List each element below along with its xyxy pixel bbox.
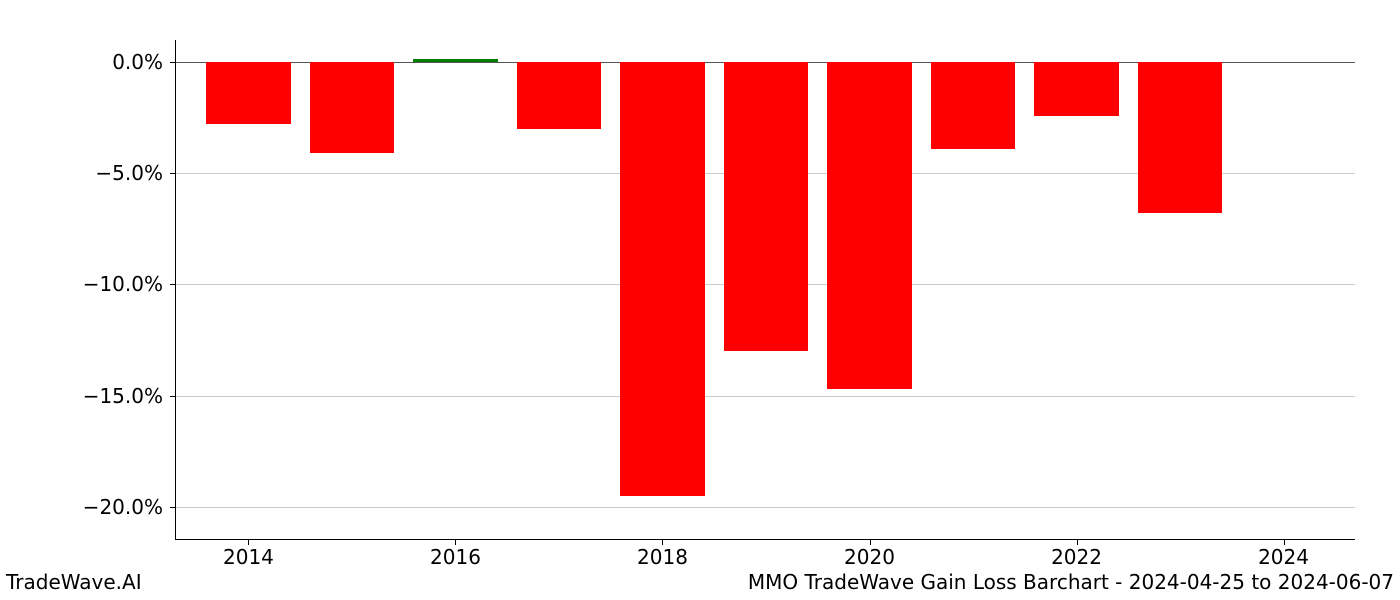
footer-left-text: TradeWave.AI — [6, 570, 142, 594]
y-tick-label: 0.0% — [112, 50, 163, 74]
y-tick-label: −5.0% — [95, 161, 163, 185]
gridline — [176, 396, 1355, 397]
x-tick-label: 2018 — [637, 545, 688, 569]
y-tick-mark — [170, 507, 176, 508]
footer-right-text: MMO TradeWave Gain Loss Barchart - 2024-… — [748, 570, 1394, 594]
bar — [931, 62, 1016, 149]
chart-area: 201420162018202020222024 — [175, 40, 1355, 540]
x-tick-label: 2016 — [430, 545, 481, 569]
bar — [724, 62, 809, 351]
y-tick-mark — [170, 62, 176, 63]
bar — [310, 62, 395, 153]
bar — [620, 62, 705, 495]
y-tick-label: −15.0% — [83, 384, 163, 408]
bar — [1138, 62, 1223, 213]
bar — [1034, 62, 1119, 115]
y-tick-mark — [170, 173, 176, 174]
plot-area: 201420162018202020222024 — [175, 40, 1355, 540]
gridline — [176, 507, 1355, 508]
y-tick-label: −10.0% — [83, 272, 163, 296]
y-tick-label: −20.0% — [83, 495, 163, 519]
x-tick-label: 2014 — [223, 545, 274, 569]
x-tick-label: 2022 — [1051, 545, 1102, 569]
bar — [517, 62, 602, 129]
bar — [827, 62, 912, 389]
bar — [413, 59, 498, 62]
y-tick-mark — [170, 284, 176, 285]
y-tick-mark — [170, 396, 176, 397]
x-tick-label: 2020 — [844, 545, 895, 569]
x-tick-label: 2024 — [1258, 545, 1309, 569]
bar — [206, 62, 291, 124]
